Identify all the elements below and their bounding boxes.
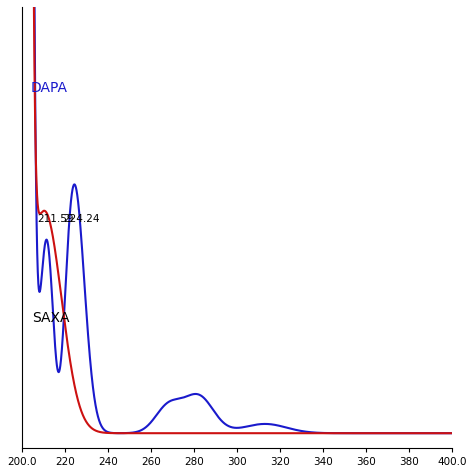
Text: SAXA: SAXA [32,311,70,325]
Text: 224.24: 224.24 [64,214,100,224]
Text: 211.59: 211.59 [37,214,73,224]
Text: DAPA: DAPA [30,81,67,95]
